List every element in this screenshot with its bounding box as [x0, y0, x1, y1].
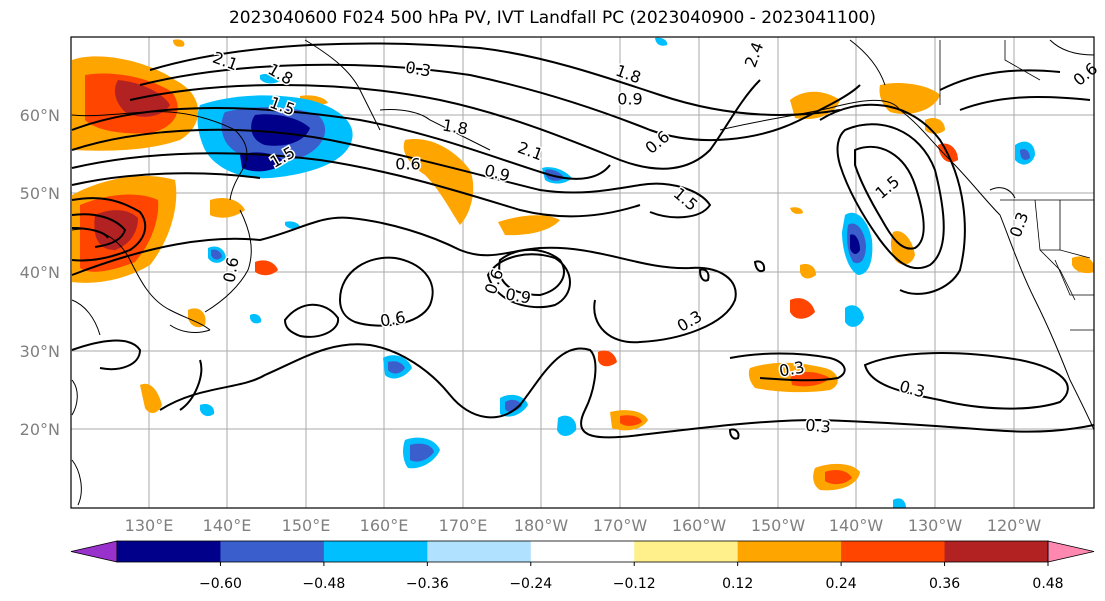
lat-label: 30°N: [20, 342, 60, 361]
contour-label: 1.8: [441, 115, 469, 138]
colorbar-tick-label: −0.24: [509, 576, 552, 592]
lat-label: 50°N: [20, 184, 60, 203]
lat-label: 20°N: [20, 420, 60, 439]
map-frame: [70, 36, 1095, 509]
lon-label: 150°W: [751, 516, 806, 535]
colorbar-segment: [530, 541, 635, 562]
colorbar-segment: [323, 541, 428, 562]
colorbar-tick-label: −0.60: [199, 576, 242, 592]
colorbar-extend-high: [1047, 540, 1095, 563]
pv-contours: [71, 42, 1094, 440]
plot-title: 2023040600 F024 500 hPa PV, IVT Landfall…: [228, 8, 876, 28]
colorbar-segment: [220, 541, 325, 562]
colorbar-extend-low: [70, 540, 118, 563]
colorbar-tick-label: 0.24: [826, 576, 857, 592]
colorbar-tick-label: −0.48: [302, 576, 345, 592]
contour-label: 0.6: [395, 155, 420, 174]
lon-label: 180°W: [514, 516, 569, 535]
colorbar-segment: [944, 541, 1049, 562]
contour-label: 0.3: [404, 57, 432, 80]
lon-label: 120°W: [987, 516, 1042, 535]
colorbar-segment: [634, 541, 739, 562]
lon-label: 150°E: [282, 516, 331, 535]
lon-label: 130°E: [125, 516, 174, 535]
lon-label: 160°E: [360, 516, 409, 535]
lon-label: 130°W: [908, 516, 963, 535]
colorbar-segment: [117, 541, 221, 562]
lon-label: 160°W: [672, 516, 727, 535]
colorbar-outline: [116, 540, 1049, 563]
contour-label: 0.6: [219, 256, 242, 284]
colorbar-tick-label: −0.36: [406, 576, 449, 592]
coastlines: [71, 39, 1094, 506]
lat-label: 40°N: [20, 263, 60, 282]
borders: [939, 40, 1094, 331]
contour-label: 0.9: [617, 90, 642, 109]
contour-label: 0.3: [805, 415, 832, 436]
contour-label: 0.9: [504, 284, 532, 307]
colorbar: −0.60 −0.48 −0.36 −0.24 −0.12 0.12 0.24 0.36 0.4…: [70, 540, 1095, 592]
lon-label: 140°E: [203, 516, 252, 535]
longitude-labels: 130°E 140°E 150°E 160°E 170°E 180°W 170°…: [125, 516, 1042, 535]
colorbar-tick-label: 0.36: [929, 576, 960, 592]
colorbar-tick-label: −0.12: [613, 576, 656, 592]
lat-label: 60°N: [20, 106, 60, 125]
colorbar-tick-label: 0.48: [1032, 576, 1063, 592]
colorbar-segment: [841, 541, 946, 562]
lon-label: 170°W: [593, 516, 648, 535]
colorbar-segment: [737, 541, 842, 562]
lon-label: 170°E: [439, 516, 488, 535]
lon-label: 140°W: [829, 516, 884, 535]
colorbar-tick-label: 0.12: [722, 576, 753, 592]
colorbar-segment: [427, 541, 532, 562]
latitude-labels: 60°N 50°N 40°N 30°N 20°N: [20, 106, 60, 439]
gridlines: [71, 37, 1094, 508]
